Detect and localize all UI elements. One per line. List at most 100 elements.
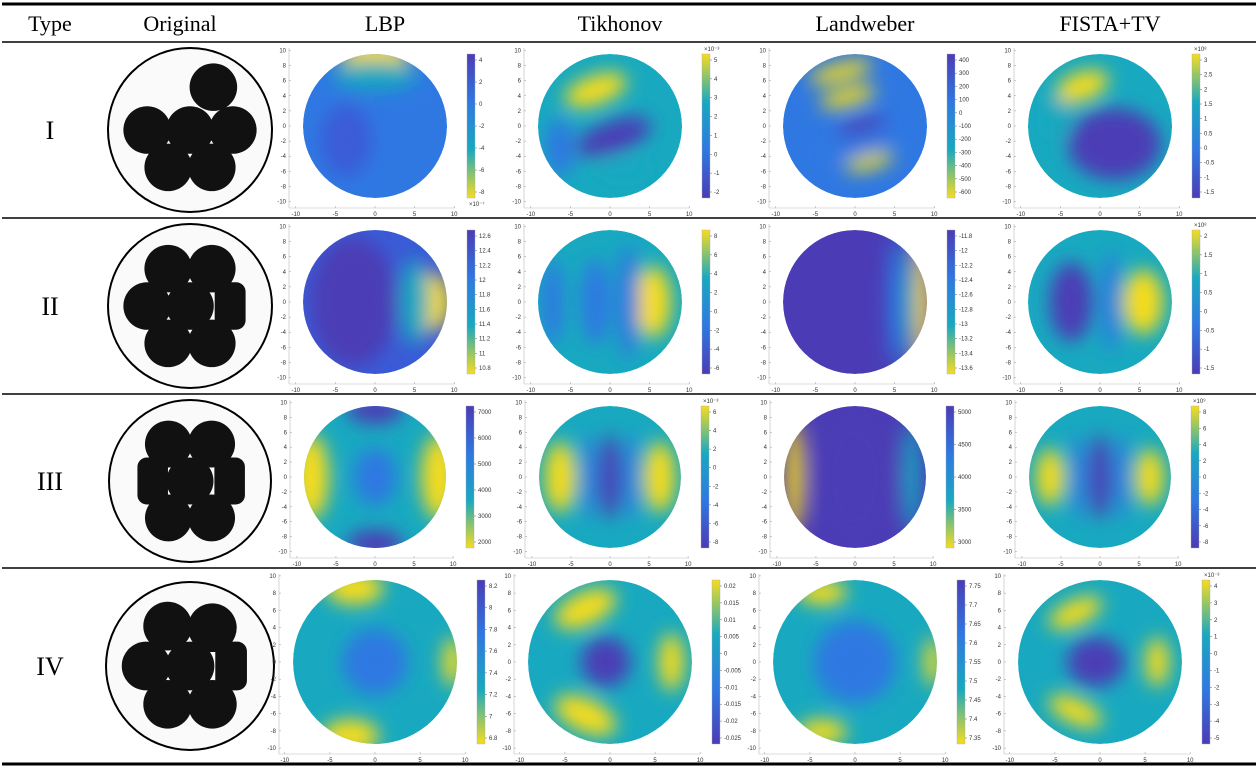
cbar-exponent: ×10⁻³ [704,47,719,53]
x-tick-label: 0 [1098,212,1102,218]
x-tick-label: -5 [807,758,813,764]
original-object [215,641,247,691]
y-tick-label: 0 [283,300,287,306]
y-tick-label: 4 [764,445,768,451]
original-object [144,494,192,542]
cbar-tick-label: 5000 [478,462,492,468]
y-tick-label: 8 [1008,240,1012,246]
field-blob [1145,637,1169,687]
x-tick-label: 5 [898,758,902,764]
y-tick-label: -10 [747,746,756,752]
cbar-tick-label: 0 [1204,146,1208,152]
x-tick-label: -5 [568,388,574,394]
field-blob [331,61,419,90]
x-tick-label: 5 [1143,758,1147,764]
field-blob [1071,434,1086,520]
y-tick-label: -10 [992,746,1001,752]
colorbar [946,229,956,375]
y-tick-label: -8 [1006,360,1012,366]
y-tick-label: 6 [753,608,757,614]
y-tick-label: 10 [514,224,521,230]
y-tick-label: -4 [281,154,287,160]
x-tick-label: 10 [685,562,692,568]
reconstruction [539,406,681,548]
field-blob [786,420,804,534]
x-tick-label: -5 [333,562,339,568]
field-blob [1123,269,1164,335]
cbar-tick-label: 7.7 [969,603,978,609]
y-tick-label: 8 [1009,415,1013,421]
y-tick-label: -8 [761,360,767,366]
y-tick-label: -2 [506,677,512,683]
cbar-tick-label: 7.2 [489,693,498,699]
cbar-tick-label: -11.8 [959,234,973,240]
field-blob [617,244,639,360]
y-tick-label: 10 [759,224,766,230]
field-blob [1102,251,1120,353]
y-tick-label: -4 [1006,330,1012,336]
row-label: I [46,116,55,145]
y-tick-label: -10 [513,550,522,556]
field-blob [325,580,384,605]
cbar-tick-label: -1 [1204,347,1210,353]
original-object [123,282,171,330]
field-blob [400,258,429,346]
y-tick-label: -4 [516,154,522,160]
field-blobs [321,54,419,177]
y-tick-label: 2 [519,460,523,466]
y-tick-label: -6 [281,169,287,175]
reconstruction [773,580,937,744]
field-blob [321,104,372,177]
y-tick-label: -4 [516,330,522,336]
column-header: FISTA+TV [1059,11,1160,36]
y-tick-label: -4 [1006,154,1012,160]
field-blob [342,629,408,695]
field-blobs [1048,596,1169,728]
cbar-tick-label: 0 [714,152,718,158]
x-tick-label: -10 [291,388,300,394]
x-tick-label: -10 [1016,212,1025,218]
y-tick-label: 2 [518,109,522,115]
cbar-exponent: ×10⁻³ [703,399,718,405]
y-tick-label: -6 [1006,169,1012,175]
reconstruction [784,406,926,548]
y-tick-label: 4 [1008,94,1012,100]
cbar-tick-label: 4 [1203,443,1207,449]
colorbar [466,229,476,375]
field-blob [903,420,921,534]
y-tick-label: -2 [517,490,523,496]
cbar-tick-label: 6 [714,253,718,259]
colorbar [1190,405,1200,549]
original-object [137,457,168,505]
colorbar [1201,579,1211,745]
cbar-tick-label: -13 [959,322,968,328]
field-blobs [1042,69,1162,180]
field-blob [545,118,574,177]
field-blob [1055,69,1109,103]
y-tick-label: 0 [283,124,287,130]
field-blobs [809,60,897,172]
y-tick-label: 10 [269,574,276,580]
x-tick-label: -10 [773,562,782,568]
y-tick-label: 8 [763,240,767,246]
cbar-tick-label: -0.02 [724,719,738,725]
y-tick-label: 4 [518,94,522,100]
cbar-tick-label: -200 [959,137,972,143]
y-tick-label: 10 [1004,48,1011,54]
cbar-tick-label: 3500 [958,508,972,514]
field-blobs [545,72,654,180]
cbar-tick-label: -2 [479,124,485,130]
cbar-tick-label: 2 [714,115,718,121]
colorbar [946,53,956,199]
cbar-tick-label: 5000 [958,410,972,416]
y-tick-label: -6 [751,712,757,718]
cbar-tick-label: -6 [714,366,720,372]
row-label: IV [36,652,64,681]
y-tick-label: -10 [267,746,276,752]
y-tick-label: 6 [518,79,522,85]
y-tick-label: -6 [281,345,287,351]
cbar-tick-label: 4 [714,77,718,83]
original-object [166,106,214,154]
y-tick-label: 0 [753,660,757,666]
cbar-tick-label: 11.4 [479,322,491,328]
